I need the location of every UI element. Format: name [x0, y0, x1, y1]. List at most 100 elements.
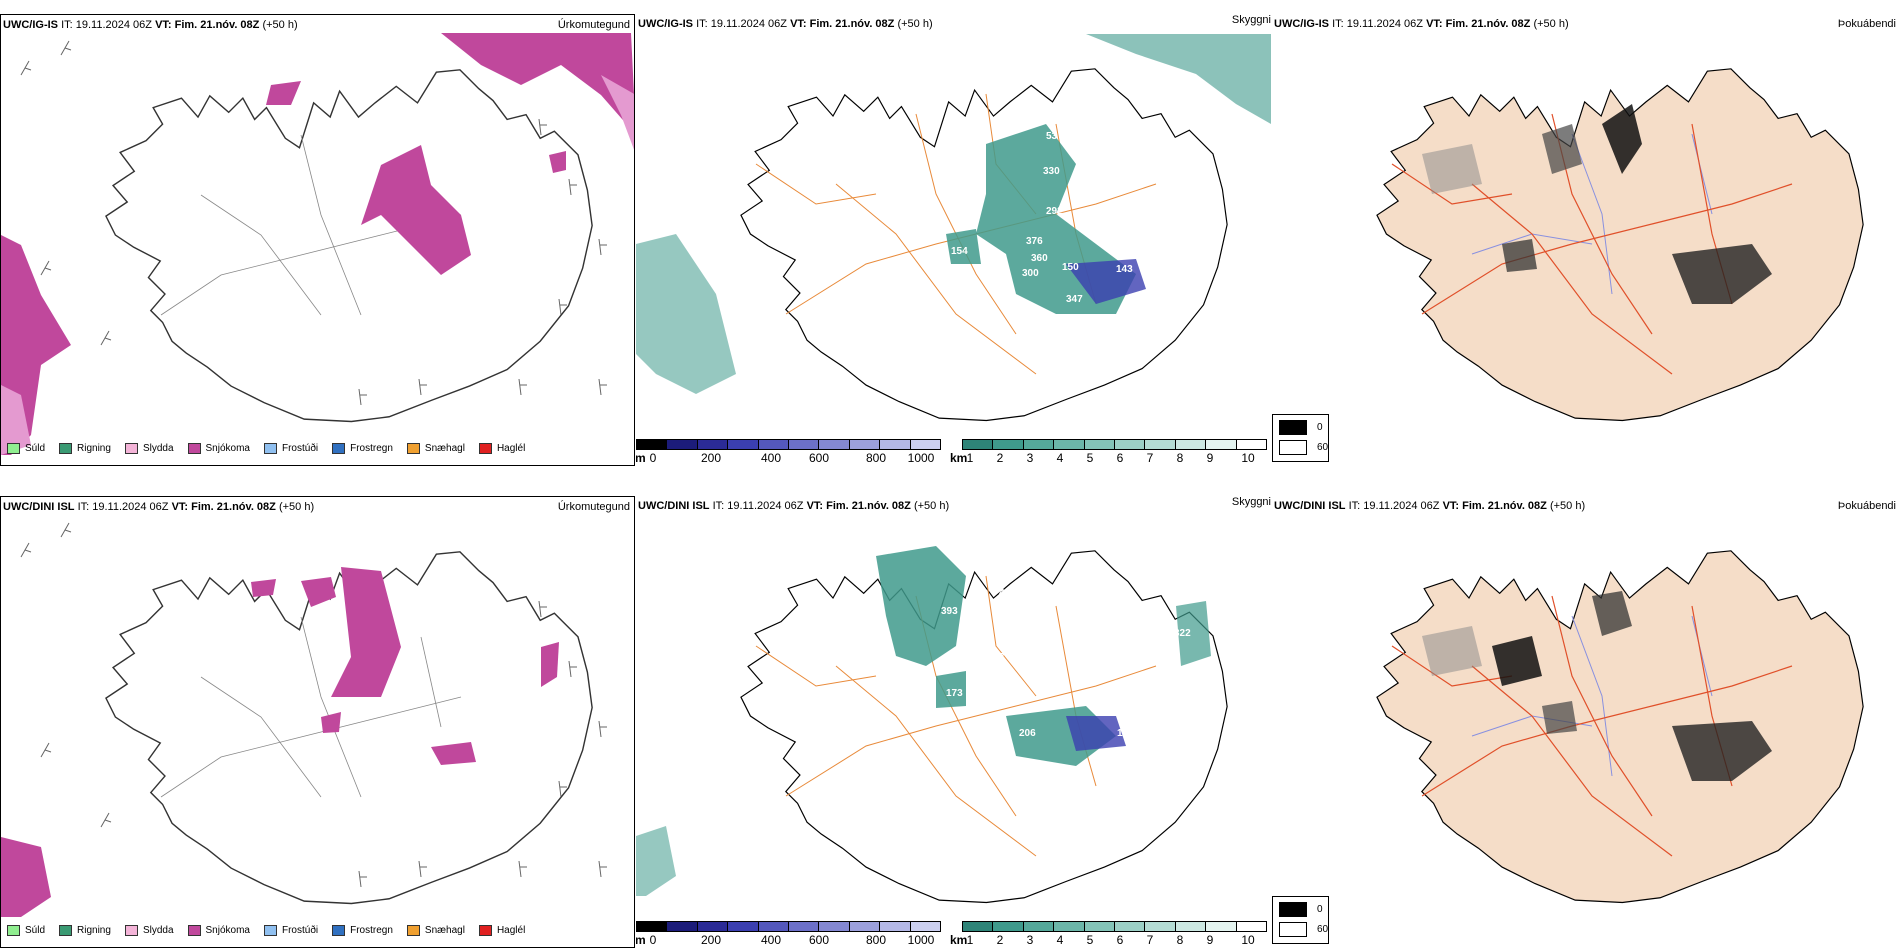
ceiling-label: 360	[1031, 253, 1048, 264]
legend-item: Haglél	[478, 443, 525, 454]
colorbar-tick: 200	[700, 933, 722, 947]
teal-area	[636, 826, 676, 896]
precip-legend: Súld Rigning Slydda Snjókoma Frostúði Fr…	[7, 443, 525, 454]
ceiling-label: 53	[1046, 131, 1058, 142]
fog-swatch	[1279, 922, 1307, 937]
fog-panel-row1: UWC/IG-IS IT: 19.11.2024 06Z VT: Fim. 21…	[1272, 14, 1900, 466]
teal-area	[876, 546, 966, 666]
wind-barbs	[20, 522, 607, 888]
fog-tick: 0	[1317, 422, 1323, 433]
coastline	[740, 68, 1228, 422]
legend-swatch	[263, 443, 277, 454]
legend-swatch	[332, 443, 346, 454]
colorbar-tick: 0	[649, 451, 657, 465]
legend-swatch	[406, 925, 420, 936]
legend-swatch	[187, 925, 201, 936]
visibility-colorbar: km 1 2 3 4 5 6 7 8 9 10	[950, 439, 1267, 465]
precip-panel-row2: UWC/DINI ISL IT: 19.11.2024 06Z VT: Fim.…	[0, 496, 635, 948]
ceiling-label: 322	[1174, 628, 1191, 639]
legend-item: Frostúði	[263, 925, 318, 936]
colorbar-tick: 400	[760, 933, 782, 947]
colorbar-tick: 1000	[907, 933, 935, 947]
ceiling-label: 154	[951, 246, 968, 257]
colorbar-unit: m	[636, 451, 646, 465]
legend-item: Snjókoma	[187, 443, 250, 454]
ceiling-label: 266	[996, 628, 1013, 639]
ceiling-label: 173	[946, 688, 963, 699]
fog-swatch	[1279, 902, 1307, 917]
ceiling-label: 292	[1046, 206, 1063, 217]
colorbar-tick: 1	[966, 451, 974, 465]
ceiling-label: 146	[1117, 728, 1134, 739]
colorbar-tick: 200	[700, 451, 722, 465]
snow-areas	[1, 33, 634, 455]
legend-item: Rigning	[59, 443, 111, 454]
legend-item: Slydda	[124, 443, 174, 454]
fog-legend: 0 60	[1272, 896, 1329, 944]
panel-header: UWC/IG-IS IT: 19.11.2024 06Z VT: Fim. 21…	[638, 18, 933, 30]
colorbar-bar	[962, 439, 1267, 450]
cloud-map-row1: 53 330 292 376 360 300 150 347 143 154	[636, 34, 1271, 422]
low-ceiling-area	[1066, 716, 1126, 751]
coastline	[105, 69, 593, 423]
colorbar-tick: 5	[1086, 933, 1094, 947]
legend-item: Rigning	[59, 925, 111, 936]
colorbar-tick: 8	[1176, 451, 1184, 465]
colorbar-unit: km	[950, 933, 968, 947]
colorbar-tick: 9	[1206, 451, 1214, 465]
panel-title: Úrkomutegund	[557, 501, 630, 513]
fog-legend: 0 60	[1272, 414, 1329, 462]
fog-swatch	[1279, 420, 1307, 435]
colorbar-tick: 400	[760, 451, 782, 465]
teal-area	[636, 234, 736, 394]
legend-swatch	[478, 443, 492, 454]
colorbar-tick: 2	[996, 451, 1004, 465]
panel-header: UWC/IG-IS IT: 19.11.2024 06Z VT: Fim. 21…	[1274, 18, 1569, 30]
legend-item: Frostregn	[332, 925, 393, 936]
ceiling-label: 404	[1008, 652, 1025, 663]
colorbar-tick: 4	[1056, 451, 1064, 465]
snow-areas	[1, 567, 559, 917]
panel-title: Skyggni	[1231, 496, 1271, 508]
legend-item: Snjókoma	[187, 925, 250, 936]
panel-title: Skyggni	[1231, 14, 1271, 26]
ceiling-label: 267	[969, 674, 986, 685]
ceiling-label: 393	[941, 606, 958, 617]
legend-swatch	[332, 925, 346, 936]
colorbar-tick: 0	[649, 933, 657, 947]
cloud-map-row2: 393 477 326 266 397 404 335 267 173 206 …	[636, 546, 1228, 904]
fog-swatch	[1279, 440, 1307, 455]
ceiling-colorbar: m 0 200 400 600 800 1000	[636, 439, 941, 465]
precip-panel-row1: UWC/IG-IS IT: 19.11.2024 06Z VT: Fim. 21…	[0, 14, 635, 466]
teal-area	[1086, 34, 1271, 124]
colorbar-tick: 600	[808, 451, 830, 465]
legend-swatch	[124, 443, 138, 454]
fog-map-row1	[1376, 68, 1864, 422]
precip-map-row2	[1, 522, 607, 917]
colorbar-tick: 7	[1146, 451, 1154, 465]
legend-swatch	[187, 443, 201, 454]
colorbar-tick: 10	[1241, 933, 1255, 947]
precip-map-row1	[1, 33, 634, 455]
precip-legend: Súld Rigning Slydda Snjókoma Frostúði Fr…	[7, 925, 525, 936]
cloud-panel-row1: 53 330 292 376 360 300 150 347 143 154 U…	[636, 14, 1271, 466]
roads	[160, 616, 462, 798]
colorbar-bar	[636, 921, 941, 932]
colorbar-tick: 7	[1146, 933, 1154, 947]
teal-area	[946, 229, 981, 264]
colorbar-tick: 8	[1176, 933, 1184, 947]
ceiling-label: 347	[1066, 294, 1083, 305]
legend-item: Snæhagl	[406, 443, 465, 454]
fog-tick: 0	[1317, 904, 1323, 915]
panel-title: Úrkomutegund	[557, 19, 630, 31]
ceiling-label: 326	[996, 613, 1013, 624]
legend-item: Slydda	[124, 925, 174, 936]
legend-swatch	[7, 443, 20, 454]
colorbar-unit: km	[950, 451, 968, 465]
ceiling-labels: 393 477 326 266 397 404 335 267 173 206 …	[941, 588, 1191, 739]
legend-swatch	[124, 925, 138, 936]
colorbar-tick: 4	[1056, 933, 1064, 947]
fog-areas	[1422, 104, 1772, 304]
ceiling-label: 300	[1022, 268, 1039, 279]
panel-header: UWC/DINI ISL IT: 19.11.2024 06Z VT: Fim.…	[638, 500, 950, 512]
